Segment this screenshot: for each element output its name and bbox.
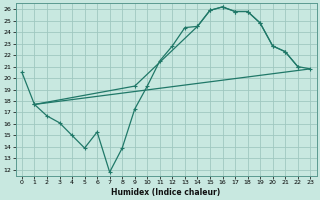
X-axis label: Humidex (Indice chaleur): Humidex (Indice chaleur) bbox=[111, 188, 221, 197]
